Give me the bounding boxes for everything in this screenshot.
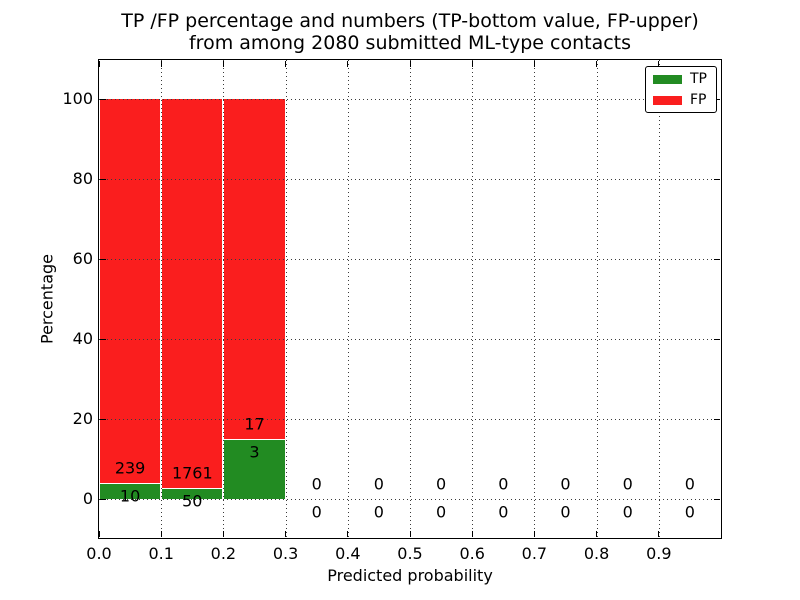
y-tick-label: 40 <box>72 329 93 348</box>
bar-annotation-fp: 0 <box>436 474 447 494</box>
bar-annotation-tp: 0 <box>311 502 322 522</box>
legend-entry-fp: FP <box>653 93 710 107</box>
legend-entry-tp: TP <box>653 72 710 86</box>
bar-annotation-tp: 0 <box>560 502 571 522</box>
y-tickmark-left <box>100 498 106 500</box>
bar-annotation-tp: 50 <box>182 491 203 511</box>
x-tick-label: 0.6 <box>459 544 485 563</box>
y-tick-label: 60 <box>72 249 93 268</box>
bar-annotation-fp: 0 <box>560 474 571 494</box>
x-tickmark-top <box>285 61 287 67</box>
x-tickmark-top <box>222 61 224 67</box>
bar-annotation-tp: 0 <box>498 502 509 522</box>
y-tickmark-left <box>100 338 106 340</box>
gridline-vertical <box>410 60 411 538</box>
bar-annotation-tp: 3 <box>249 442 260 462</box>
gridline-vertical <box>285 60 287 538</box>
chart-title-line1: TP /FP percentage and numbers (TP-bottom… <box>121 10 699 32</box>
x-tick-label: 0.3 <box>272 544 299 563</box>
y-tickmark-right <box>714 178 720 180</box>
x-tickmark-top <box>347 61 349 67</box>
bar-annotation-fp: 0 <box>311 474 322 494</box>
bar-segment-fp <box>100 99 161 483</box>
y-tick-label: 100 <box>62 89 93 108</box>
bar-segment-fp <box>224 99 285 439</box>
y-tickmark-right <box>714 258 720 260</box>
x-tickmark-top <box>98 61 100 67</box>
x-tickmark-top <box>409 61 411 67</box>
y-tick-label: 0 <box>82 489 93 508</box>
x-tickmark-top <box>160 61 162 67</box>
gridline-vertical <box>534 60 536 538</box>
x-tick-label: 0.1 <box>148 544 174 563</box>
tp-swatch-icon <box>653 74 682 84</box>
bar-annotation-fp: 0 <box>498 474 509 494</box>
bar-annotation-tp: 0 <box>373 502 384 522</box>
y-tickmark-left <box>100 178 106 180</box>
x-tickmark-top <box>658 61 660 67</box>
y-tickmark-right <box>714 498 720 500</box>
x-tickmark-bottom <box>222 531 224 537</box>
gridline-vertical <box>161 60 163 538</box>
y-tickmark-left <box>100 258 106 260</box>
x-tickmark-top <box>596 61 598 67</box>
bar-annotation-tp: 10 <box>119 486 141 506</box>
chart-title-line2: from among 2080 submitted ML-type contac… <box>188 32 632 54</box>
y-tickmark-right <box>714 98 720 100</box>
x-tick-label: 0.0 <box>86 544 112 563</box>
fp-swatch-icon <box>653 95 682 105</box>
gridline-vertical <box>658 60 660 538</box>
y-tick-label: 80 <box>72 169 93 188</box>
x-tickmark-bottom <box>347 531 349 537</box>
x-tickmark-bottom <box>409 531 411 537</box>
y-tick-label: 20 <box>72 409 93 428</box>
x-tickmark-top <box>533 61 535 67</box>
bar-annotation-fp: 17 <box>244 414 265 434</box>
bar-annotation-fp: 239 <box>114 458 146 478</box>
y-tickmark-left <box>100 98 106 100</box>
x-tickmark-bottom <box>160 531 162 537</box>
legend-label-fp: FP <box>690 92 707 108</box>
y-tickmark-right <box>714 338 720 340</box>
bar-segment-tp <box>100 482 161 499</box>
bar-segment-tp <box>162 487 223 499</box>
bar-annotation-tp: 0 <box>622 502 633 522</box>
y-tickmark-right <box>714 418 720 420</box>
bar-annotation-fp: 1761 <box>171 463 213 483</box>
x-tickmark-bottom <box>471 531 473 537</box>
legend-label-tp: TP <box>690 71 707 87</box>
x-tick-label: 0.5 <box>397 544 423 563</box>
x-tickmark-bottom <box>533 531 535 537</box>
x-tickmark-bottom <box>285 531 287 537</box>
x-tickmark-bottom <box>596 531 598 537</box>
bar-annotation-fp: 0 <box>684 474 695 494</box>
gridline-vertical <box>347 60 349 538</box>
x-tick-label: 0.8 <box>583 544 610 563</box>
bar-annotation-fp: 0 <box>373 474 384 494</box>
x-tickmark-bottom <box>98 531 100 537</box>
x-tick-label: 0.2 <box>210 544 237 563</box>
x-axis-label: Predicted probability <box>327 566 493 585</box>
gridline-vertical <box>472 60 474 538</box>
bar-annotation-tp: 0 <box>684 502 695 522</box>
y-tickmark-left <box>100 418 106 420</box>
x-tick-label: 0.4 <box>335 544 361 563</box>
bar-segment-tp <box>224 439 285 499</box>
gridline-vertical <box>223 60 225 538</box>
bar-annotation-tp: 0 <box>436 502 447 522</box>
x-tickmark-bottom <box>658 531 660 537</box>
gridline-vertical <box>596 60 598 538</box>
bar-annotation-fp: 0 <box>622 474 633 494</box>
x-tick-label: 0.9 <box>646 544 672 563</box>
x-tickmark-top <box>471 61 473 67</box>
x-tick-label: 0.7 <box>521 544 548 563</box>
bar-segment-fp <box>162 99 223 488</box>
legend: TP FP <box>645 66 717 113</box>
